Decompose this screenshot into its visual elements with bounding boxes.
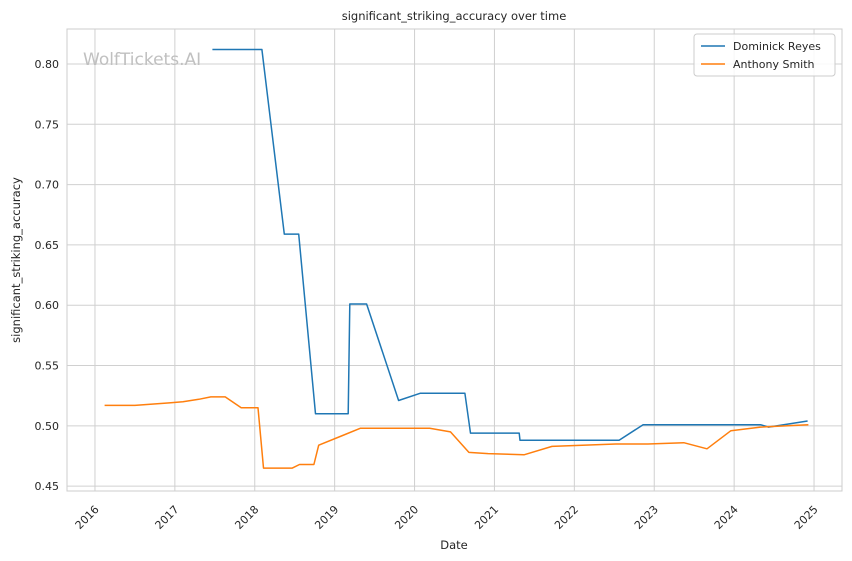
legend-label-anthony-smith: Anthony Smith bbox=[733, 58, 815, 71]
x-tick-label: 2022 bbox=[552, 503, 581, 532]
watermark: WolfTickets.AI bbox=[83, 50, 201, 70]
y-tick-label: 0.65 bbox=[35, 239, 60, 252]
y-tick-label: 0.55 bbox=[35, 360, 60, 373]
grid-lines bbox=[67, 29, 842, 491]
y-tick-label: 0.50 bbox=[35, 420, 60, 433]
x-axis-ticks: 2016 2017 2018 2019 2020 2021 2022 2023 2024 2025 bbox=[73, 503, 821, 532]
y-tick-label: 0.70 bbox=[35, 179, 60, 192]
legend-label-dominick-reyes: Dominick Reyes bbox=[733, 40, 821, 53]
x-tick-label: 2025 bbox=[792, 503, 821, 532]
x-tick-label: 2016 bbox=[73, 503, 102, 532]
x-tick-label: 2021 bbox=[472, 503, 501, 532]
legend-box bbox=[693, 33, 836, 77]
y-tick-label: 0.75 bbox=[35, 118, 60, 131]
legend: Dominick Reyes Anthony Smith bbox=[693, 33, 836, 77]
x-tick-label: 2017 bbox=[153, 503, 182, 532]
x-tick-label: 2020 bbox=[392, 503, 421, 532]
series-lines bbox=[104, 48, 809, 469]
chart-title: significant_striking_accuracy over time bbox=[342, 9, 567, 23]
y-axis-label: significant_striking_accuracy bbox=[9, 177, 23, 343]
x-tick-label: 2019 bbox=[312, 503, 341, 532]
y-tick-label: 0.45 bbox=[35, 480, 60, 493]
x-tick-label: 2018 bbox=[232, 503, 261, 532]
plot-background bbox=[66, 28, 843, 492]
x-tick-label: 2023 bbox=[632, 503, 661, 532]
y-tick-label: 0.60 bbox=[35, 299, 60, 312]
series-line-anthony-smith bbox=[104, 396, 809, 469]
y-axis-ticks: 0.45 0.50 0.55 0.60 0.65 0.70 0.75 0.80 bbox=[35, 58, 60, 493]
series-line-dominick-reyes bbox=[212, 48, 808, 442]
x-tick-label: 2024 bbox=[712, 503, 741, 532]
y-tick-label: 0.80 bbox=[35, 58, 60, 71]
x-axis-label: Date bbox=[440, 538, 468, 552]
